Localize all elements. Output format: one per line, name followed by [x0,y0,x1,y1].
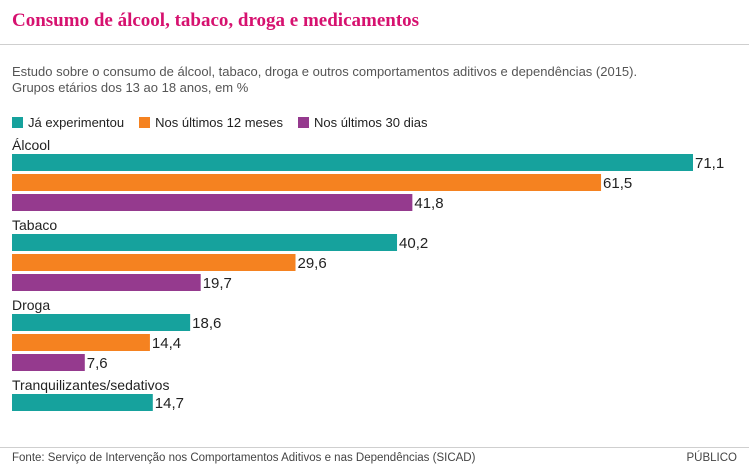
bottom-divider [0,447,749,448]
top-divider [0,44,749,45]
data-label: 14,4 [152,335,181,352]
legend: Já experimentou Nos últimos 12 meses Nos… [12,115,442,130]
bar-chart: Álcool 71,1 61,5 41,8 Tabaco 40,2 29,6 19,7 Drog… [12,137,724,412]
category-label: Tabaco [12,217,57,233]
brand-label: PÚBLICO [686,452,738,464]
data-label: 71,1 [695,155,724,172]
legend-item-ja-experimentou: Já experimentou [12,115,124,130]
bar [12,254,296,271]
data-label: 40,2 [399,235,428,252]
legend-label: Nos últimos 12 meses [155,115,284,130]
bar [12,194,413,211]
legend-swatch [12,117,23,128]
data-label: 61,5 [603,175,632,192]
bar [12,154,693,171]
legend-swatch [298,117,310,128]
data-label: 29,6 [298,255,327,272]
chart-subtitle: Estudo sobre o consumo de álcool, tabaco… [12,64,742,96]
legend-label: Nos últimos 30 dias [314,115,428,130]
source-note: Fonte: Serviço de Intervenção nos Compor… [12,452,476,464]
bar [12,354,85,371]
subtitle-line-1: Estudo sobre o consumo de álcool, tabaco… [12,64,638,79]
legend-item-30-dias: Nos últimos 30 dias [298,115,427,130]
legend-swatch [139,117,151,128]
legend-label: Já experimentou [28,115,125,130]
bar [12,314,191,331]
category-label: Droga [12,297,50,313]
bar [12,274,201,291]
data-label: 14,7 [155,395,184,412]
bar [12,394,153,411]
category-label: Álcool [12,137,50,153]
bar [12,174,602,191]
category-label: Tranquilizantes/sedativos [12,377,169,393]
chart-title: Consumo de álcool, tabaco, droga e medic… [12,10,420,31]
data-label: 19,7 [203,275,232,292]
data-label: 18,6 [192,315,221,332]
bar [12,334,150,351]
data-label: 7,6 [87,355,108,372]
bar [12,234,398,251]
legend-item-12-meses: Nos últimos 12 meses [139,115,283,130]
subtitle-line-2: Grupos etários dos 13 ao 18 anos, em % [12,80,249,95]
data-label: 41,8 [414,195,443,212]
